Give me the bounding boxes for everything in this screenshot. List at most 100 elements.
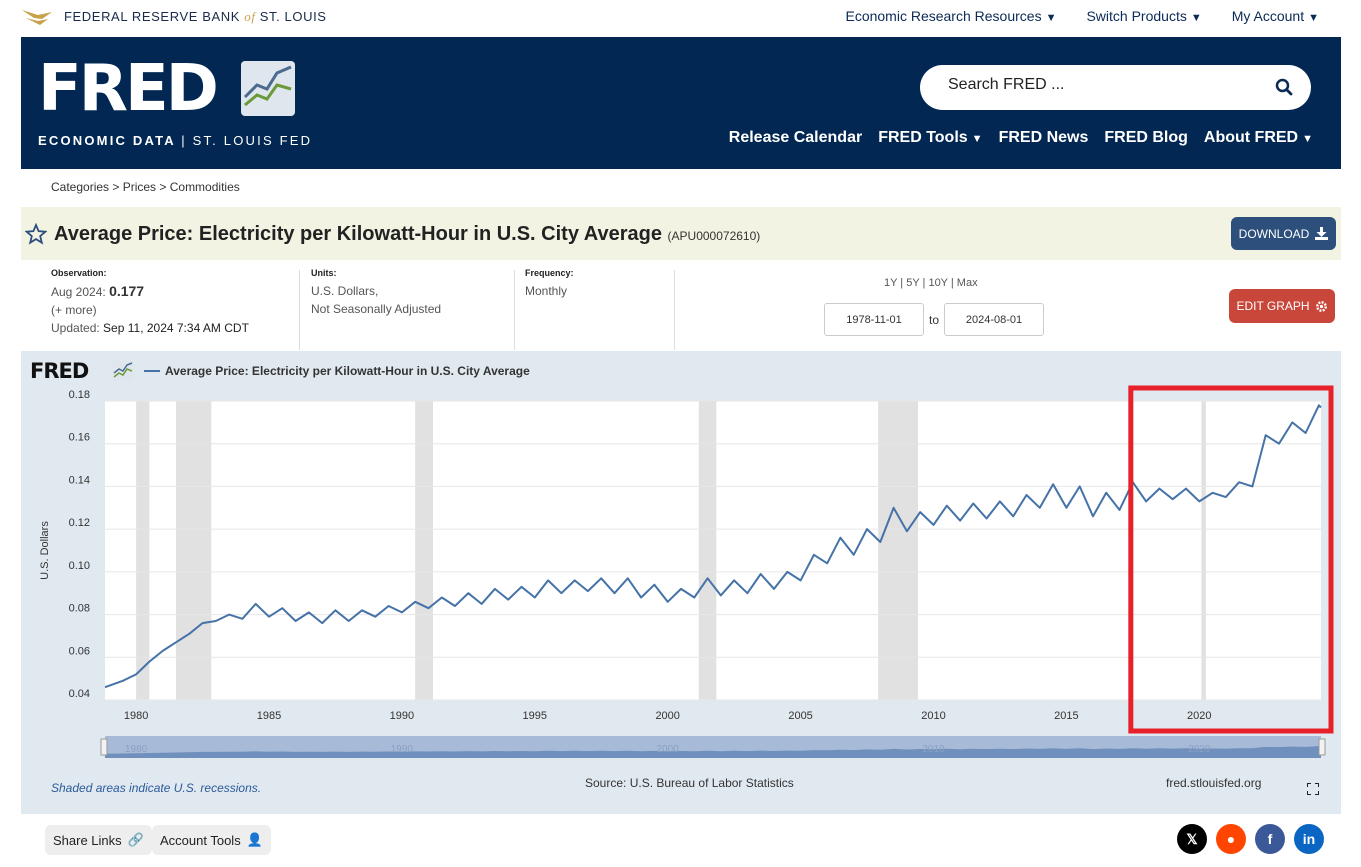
nav-release-calendar[interactable]: Release Calendar xyxy=(728,129,863,146)
search-icon[interactable] xyxy=(1275,78,1293,96)
legend-series-name: Average Price: Electricity per Kilowatt-… xyxy=(165,364,530,378)
linkedin-share-icon[interactable]: in xyxy=(1294,824,1324,854)
x-tick-label: 2005 xyxy=(788,710,812,722)
account-tools-label: Account Tools xyxy=(160,832,241,848)
observation-block: Observation: Aug 2024: 0.177 (+ more) Up… xyxy=(51,268,249,337)
header-banner: FRED ECONOMIC DATA | ST. LOUIS FED Relea… xyxy=(21,37,1341,169)
legend-swatch xyxy=(144,370,160,372)
top-links: Economic Research Resources ▼ Switch Prod… xyxy=(845,8,1319,24)
eagle-logo-icon[interactable] xyxy=(20,6,54,28)
range-links[interactable]: 1Y | 5Y | 10Y | Max xyxy=(884,277,978,289)
nav-fred-tools[interactable]: FRED Tools ▼ xyxy=(878,129,983,146)
share-links-label: Share Links xyxy=(53,832,122,848)
reddit-share-icon[interactable]: ● xyxy=(1216,824,1246,854)
nav-fred-news[interactable]: FRED News xyxy=(998,129,1089,146)
to-label: to xyxy=(929,313,940,327)
frequency-block: Frequency: Monthly xyxy=(525,268,574,300)
my-account-menu[interactable]: My Account ▼ xyxy=(1231,8,1319,24)
x-tick-label: 1995 xyxy=(523,710,547,722)
x-tick-label: 2000 xyxy=(655,710,679,722)
account-tools-button[interactable]: Account Tools 👤 xyxy=(152,825,271,855)
fred-graph-logo-icon[interactable] xyxy=(241,61,295,116)
fred-logo[interactable]: FRED xyxy=(38,52,219,126)
economic-research-resources-menu[interactable]: Economic Research Resources ▼ xyxy=(845,8,1057,24)
share-links-button[interactable]: Share Links 🔗 xyxy=(45,825,152,855)
bank-name-city: ST. LOUIS xyxy=(259,9,327,24)
subtitle-st-louis-fed: ST. LOUIS FED xyxy=(192,133,313,148)
link-icon: 🔗 xyxy=(127,832,144,847)
divider xyxy=(674,270,675,350)
bank-name-text: FEDERAL RESERVE BANK xyxy=(64,9,240,24)
observation-label: Observation: xyxy=(51,268,107,278)
recession-band xyxy=(698,401,717,700)
edit-graph-button[interactable]: EDIT GRAPH xyxy=(1229,289,1335,323)
y-tick-label: 0.12 xyxy=(69,517,90,529)
navigator-handle-right xyxy=(1318,738,1326,756)
graph-panel: FRED Average Price: Electricity per Kilo… xyxy=(21,351,1341,814)
units-block: Units: U.S. Dollars, Not Seasonally Adju… xyxy=(311,268,441,318)
recession-band xyxy=(175,401,212,700)
date-from-input[interactable] xyxy=(824,303,924,336)
frequency-label: Frequency: xyxy=(525,268,574,278)
download-icon xyxy=(1315,227,1329,240)
chevron-down-icon: ▼ xyxy=(1302,133,1313,145)
user-icon: 👤 xyxy=(246,832,263,847)
x-tick-label: 1990 xyxy=(390,710,414,722)
y-tick-label: 0.10 xyxy=(69,560,90,572)
search-input[interactable] xyxy=(948,76,1248,94)
recession-band xyxy=(136,401,150,700)
navigator-year-label: 2020 xyxy=(1188,744,1211,755)
nav-about-fred[interactable]: About FRED ▼ xyxy=(1203,129,1313,146)
switch-products-menu[interactable]: Switch Products ▼ xyxy=(1086,8,1202,24)
edit-graph-label: EDIT GRAPH xyxy=(1236,299,1310,313)
x-tick-label: 2010 xyxy=(921,710,945,722)
chevron-down-icon: ▼ xyxy=(1190,12,1202,24)
star-icon[interactable] xyxy=(25,223,47,245)
divider xyxy=(299,270,300,350)
fred-subtitle: ECONOMIC DATA | ST. LOUIS FED xyxy=(38,133,312,148)
updated-line: Updated: Sep 11, 2024 7:34 AM CDT xyxy=(51,319,249,337)
observation-date: Aug 2024: xyxy=(51,285,106,299)
chevron-down-icon: ▼ xyxy=(1308,12,1319,24)
series-title-text: Average Price: Electricity per Kilowatt-… xyxy=(54,223,662,245)
navigator-year-label: 2010 xyxy=(922,744,945,755)
download-label: DOWNLOAD xyxy=(1238,226,1310,241)
units-value-1: U.S. Dollars, xyxy=(311,284,379,298)
x-tick-label: 1980 xyxy=(124,710,148,722)
facebook-share-icon[interactable]: f xyxy=(1255,824,1285,854)
top-bar: FEDERAL RESERVE BANK of ST. LOUIS Econom… xyxy=(0,0,1361,37)
units-value-2: Not Seasonally Adjusted xyxy=(311,302,442,316)
navigator-year-label: 1980 xyxy=(125,744,148,755)
navigator-handle-left xyxy=(100,738,108,756)
fullscreen-icon[interactable] xyxy=(1307,783,1319,795)
nav-fred-blog[interactable]: FRED Blog xyxy=(1104,129,1188,146)
frequency-value: Monthly xyxy=(525,284,568,298)
line-chart[interactable]: 0.04 0.06 0.08 0.10 0.12 0.14 0.16 0.18 1980 1985… xyxy=(21,351,1341,771)
more-observations-link[interactable]: (+ more) xyxy=(51,303,97,317)
bank-name-of: of xyxy=(244,9,256,24)
y-tick-label: 0.06 xyxy=(69,645,90,657)
navigator-year-label: 2000 xyxy=(657,744,680,755)
gear-icon xyxy=(1315,300,1327,312)
x-tick-label: 1985 xyxy=(257,710,281,722)
subtitle-separator: | xyxy=(181,133,193,148)
bank-name[interactable]: FEDERAL RESERVE BANK of ST. LOUIS xyxy=(64,9,327,25)
x-share-icon[interactable]: 𝕏 xyxy=(1177,824,1207,854)
navigator-year-label: 1990 xyxy=(391,744,414,755)
recession-band xyxy=(878,401,919,700)
updated-label: Updated: xyxy=(51,321,100,335)
recession-band xyxy=(415,401,433,700)
chevron-down-icon: ▼ xyxy=(1045,12,1057,24)
legend-fred-logo: FRED xyxy=(30,359,89,383)
fred-url[interactable]: fred.stlouisfed.org xyxy=(1166,776,1262,790)
navigator-area xyxy=(105,746,1321,758)
observation-line: Aug 2024: 0.177 xyxy=(51,282,249,301)
main-nav: Release Calendar FRED Tools ▼ FRED News F… xyxy=(729,129,1313,147)
source-text[interactable]: Source: U.S. Bureau of Labor Statistics xyxy=(585,776,794,790)
chevron-down-icon: ▼ xyxy=(971,133,983,145)
date-to-input[interactable] xyxy=(944,303,1044,336)
breadcrumb[interactable]: Categories > Prices > Commodities xyxy=(51,180,240,194)
download-button[interactable]: DOWNLOAD xyxy=(1231,217,1336,250)
x-tick-label: 2015 xyxy=(1054,710,1078,722)
legend-graph-icon xyxy=(112,361,134,381)
